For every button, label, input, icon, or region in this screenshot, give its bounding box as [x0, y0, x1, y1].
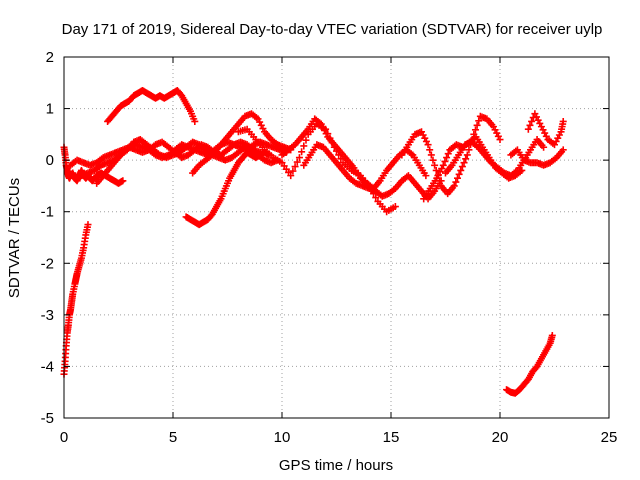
- data-point: [453, 174, 461, 182]
- data-point: [524, 125, 532, 133]
- data-point: [528, 117, 536, 125]
- x-tick-label: 25: [601, 429, 618, 446]
- data-point: [548, 331, 556, 339]
- data-point: [475, 117, 483, 125]
- data-point: [432, 166, 440, 174]
- data-point: [458, 163, 466, 171]
- data-point: [295, 154, 303, 162]
- data-point: [372, 194, 380, 202]
- y-tick-label: -3: [41, 307, 54, 324]
- series-morning-arc-high: [104, 87, 199, 125]
- data-point: [473, 121, 481, 129]
- y-axis-ticks: -5 -4 -3 -2 -1 0 1 2: [41, 49, 609, 427]
- data-point: [443, 154, 451, 162]
- series-mid-band-c: [300, 141, 445, 203]
- data-point: [465, 146, 473, 154]
- x-tick-label: 20: [492, 429, 509, 446]
- data-point: [444, 150, 452, 158]
- data-point: [526, 121, 534, 129]
- data-point: [463, 151, 471, 159]
- y-axis-label: SDTVAR / TECUs: [6, 178, 23, 298]
- data-point: [293, 158, 301, 166]
- data-point: [287, 172, 295, 180]
- x-tick-label: 15: [383, 429, 400, 446]
- data-point: [300, 142, 308, 150]
- x-tick-label: 10: [274, 429, 291, 446]
- data-point: [457, 166, 465, 174]
- series-early-drop-trace: [60, 221, 92, 378]
- y-tick-label: -4: [41, 358, 54, 375]
- series-late-drop-trace: [503, 331, 556, 397]
- y-tick-label: 1: [46, 101, 54, 118]
- plot-frame: [63, 56, 610, 419]
- data-point: [462, 155, 470, 163]
- x-axis-label: GPS time / hours: [279, 457, 393, 474]
- data-point: [429, 156, 437, 164]
- data-point: [439, 161, 447, 169]
- data-point: [559, 117, 567, 125]
- series-six-hour-rise: [189, 110, 295, 177]
- data-point: [119, 177, 127, 185]
- y-tick-label: -5: [41, 410, 54, 427]
- chart-title: Day 171 of 2019, Sidereal Day-to-day VTE…: [62, 21, 603, 38]
- data-point: [559, 146, 567, 154]
- series-afternoon-band-c: [442, 136, 548, 180]
- data-point: [496, 136, 504, 144]
- data-point: [298, 148, 306, 156]
- data-point: [422, 172, 430, 180]
- data-point: [455, 170, 463, 178]
- data-point: [291, 163, 299, 171]
- series-evening-trace: [507, 146, 567, 169]
- data-point: [452, 178, 460, 186]
- data-point: [540, 143, 548, 151]
- y-tick-label: 2: [46, 49, 54, 66]
- data-point: [431, 161, 439, 169]
- data-point: [84, 221, 92, 229]
- data-point: [289, 167, 297, 175]
- data-point: [424, 141, 432, 149]
- data-point: [427, 151, 435, 159]
- series-six-hour-dip: [182, 148, 273, 229]
- data-point: [391, 203, 399, 211]
- x-tick-label: 5: [169, 429, 177, 446]
- y-tick-label: -2: [41, 255, 54, 272]
- data-point: [460, 159, 468, 167]
- x-axis-ticks: 0 5 10 15 20 25: [60, 57, 618, 446]
- data-point: [302, 136, 310, 144]
- series-morning-band-c: [93, 138, 264, 187]
- data-point: [471, 126, 479, 134]
- series-evening-high: [524, 110, 567, 149]
- data-point: [426, 146, 434, 154]
- y-tick-label: 0: [46, 152, 54, 169]
- data-point: [191, 117, 199, 125]
- data-point: [450, 182, 458, 190]
- y-tick-label: -1: [41, 204, 54, 221]
- data-point: [441, 157, 449, 165]
- x-tick-label: 0: [60, 429, 68, 446]
